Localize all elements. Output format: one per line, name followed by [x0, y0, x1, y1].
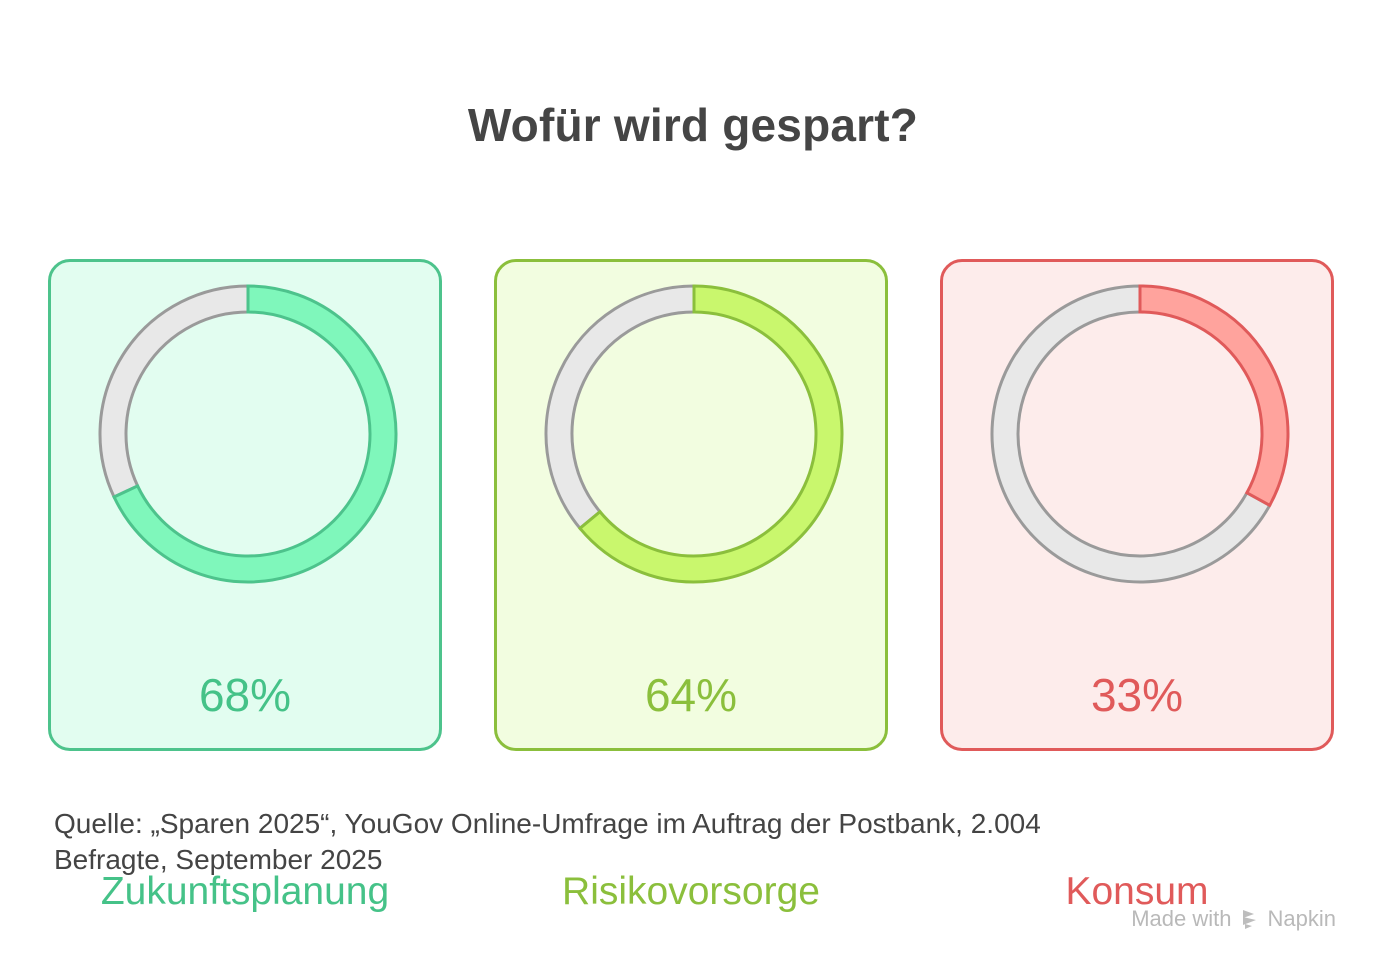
- source-note: Quelle: „Sparen 2025“, YouGov Online-Umf…: [54, 806, 1174, 878]
- gauge-card-zukunftsplanung: 68% Zukunftsplanung: [48, 259, 442, 913]
- chart-title: Wofür wird gespart?: [467, 99, 919, 151]
- source-line-2: Befragte, September 2025: [54, 844, 383, 875]
- brand-prefix: Made with: [1131, 906, 1232, 931]
- category-label: Zukunftsplanung: [100, 870, 390, 913]
- gauge-arc-value: [1138, 284, 1290, 508]
- percentage-value: 33%: [1090, 669, 1184, 721]
- gauge-track-remaining: [98, 284, 250, 500]
- gauge-arc-value: [112, 284, 398, 584]
- gauge-card-konsum: 33% Konsum: [940, 259, 1334, 913]
- made-with-napkin-badge[interactable]: Made with Napkin: [1131, 906, 1336, 932]
- donut-gauge: [98, 284, 398, 584]
- source-line-1: Quelle: „Sparen 2025“, YouGov Online-Umf…: [54, 808, 1041, 839]
- gauge-track-remaining: [990, 284, 1272, 584]
- category-label: Risikovorsorge: [562, 870, 820, 913]
- gauge-card-risikovorsorge: 64% Risikovorsorge: [494, 259, 888, 913]
- category-label: Konsum: [1065, 870, 1209, 913]
- percentage-value: 68%: [198, 669, 292, 721]
- donut-gauge: [544, 284, 844, 584]
- brand-name: Napkin: [1267, 906, 1336, 931]
- donut-gauge: [990, 284, 1290, 584]
- gauge-track-remaining: [544, 284, 696, 531]
- gauge-arc-value: [577, 284, 844, 584]
- percentage-value: 64%: [644, 669, 738, 721]
- napkin-logo-icon: [1242, 910, 1256, 929]
